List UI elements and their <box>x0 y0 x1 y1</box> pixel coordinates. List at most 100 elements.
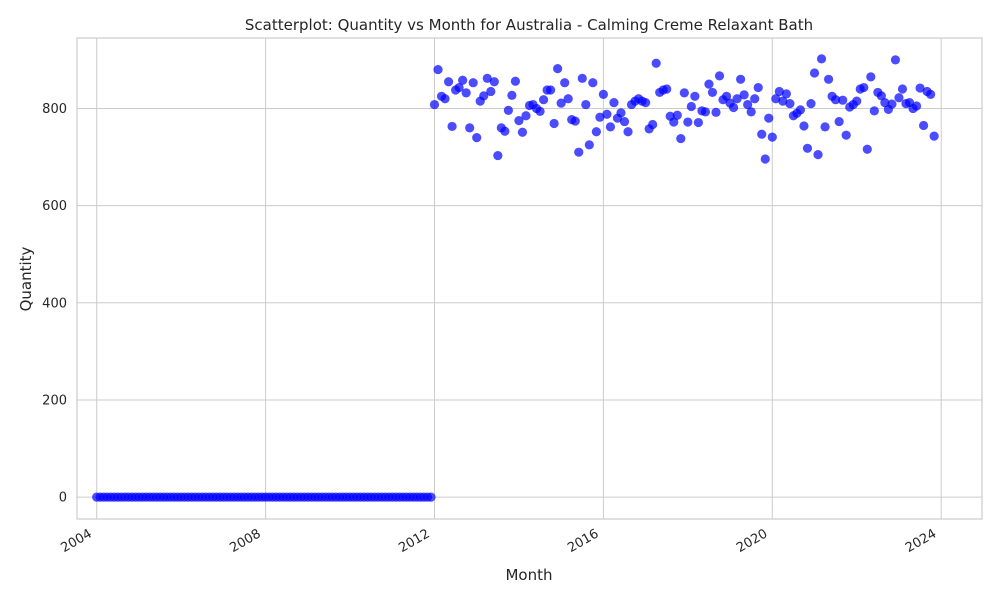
data-point <box>669 117 679 127</box>
data-point <box>760 154 770 164</box>
data-point <box>820 122 830 132</box>
data-point <box>732 94 742 104</box>
data-point <box>574 147 584 157</box>
data-point <box>662 84 672 94</box>
data-point <box>616 108 626 118</box>
data-point <box>838 95 848 105</box>
y-tick-label: 800 <box>42 102 67 117</box>
data-point <box>500 126 510 136</box>
data-point <box>619 116 630 127</box>
data-point <box>584 140 594 150</box>
data-point <box>595 112 605 122</box>
data-point <box>890 55 901 65</box>
data-point <box>771 94 781 104</box>
chart-title: Scatterplot: Quantity vs Month for Austr… <box>245 16 813 34</box>
data-point <box>510 76 521 86</box>
data-point <box>433 64 443 75</box>
data-point <box>648 119 658 130</box>
data-point <box>728 102 739 113</box>
data-point <box>841 130 851 140</box>
data-point <box>553 64 563 74</box>
data-point <box>707 87 718 98</box>
data-point <box>577 73 587 83</box>
data-point <box>623 127 633 137</box>
data-point <box>862 144 872 154</box>
data-point <box>683 117 693 127</box>
data-point <box>602 109 612 119</box>
data-point <box>816 54 827 64</box>
data-point <box>507 90 517 100</box>
data-point <box>869 106 879 116</box>
data-point <box>911 101 922 111</box>
data-point <box>560 78 570 88</box>
data-point <box>813 150 823 160</box>
data-point <box>535 106 545 116</box>
data-point <box>489 77 499 87</box>
data-point <box>704 79 714 89</box>
data-point <box>809 68 820 78</box>
data-point <box>581 99 591 110</box>
data-point <box>440 94 450 104</box>
y-axis-label: Quantity <box>17 246 35 311</box>
data-point <box>686 101 696 112</box>
data-point <box>479 91 489 101</box>
data-point <box>676 133 686 144</box>
x-axis-label: Month <box>505 566 552 584</box>
data-point <box>781 89 791 99</box>
data-point <box>859 82 869 93</box>
data-point <box>454 82 464 93</box>
data-point <box>757 129 767 139</box>
data-point <box>750 94 760 104</box>
data-point <box>753 82 763 93</box>
data-point <box>641 98 651 108</box>
data-point <box>493 150 503 161</box>
data-point <box>785 98 795 109</box>
data-point <box>711 107 721 117</box>
data-point <box>458 75 468 85</box>
data-point <box>443 77 454 87</box>
data-point <box>929 131 939 141</box>
data-point <box>521 111 531 121</box>
data-point <box>447 121 457 132</box>
data-point <box>426 492 436 502</box>
data-point <box>700 107 711 117</box>
data-point <box>503 105 513 115</box>
data-point <box>517 127 528 137</box>
data-point <box>609 98 619 108</box>
data-point <box>743 99 753 110</box>
data-point <box>834 116 844 127</box>
data-point <box>746 107 756 117</box>
data-point <box>514 115 524 126</box>
data-point <box>802 143 813 153</box>
y-tick-label: 200 <box>42 393 67 408</box>
plot-frame <box>76 37 983 520</box>
data-point <box>556 98 566 108</box>
data-point <box>429 99 440 110</box>
data-point <box>672 110 682 120</box>
data-point <box>468 78 478 88</box>
data-point <box>563 94 573 104</box>
data-point <box>852 96 862 106</box>
y-tick-label: 0 <box>59 491 67 506</box>
data-point <box>461 88 471 98</box>
data-point <box>679 88 689 98</box>
data-point <box>806 98 816 109</box>
data-point <box>887 99 897 109</box>
data-point <box>778 96 788 106</box>
y-tick-label: 400 <box>42 296 67 311</box>
data-point <box>918 120 929 131</box>
data-point <box>693 117 703 128</box>
data-point <box>605 122 616 132</box>
data-point <box>721 91 732 101</box>
data-point <box>736 74 746 84</box>
data-point <box>876 91 886 101</box>
data-point <box>472 133 482 143</box>
data-point <box>465 123 475 133</box>
data-point <box>598 89 608 99</box>
data-point <box>831 95 841 105</box>
data-point <box>926 89 936 99</box>
data-point <box>651 58 661 68</box>
data-point <box>799 121 809 131</box>
data-point <box>588 78 598 88</box>
